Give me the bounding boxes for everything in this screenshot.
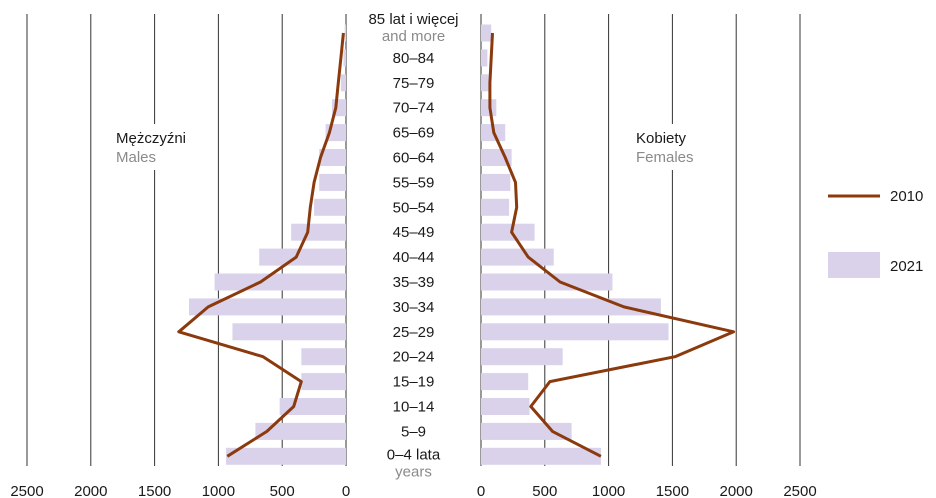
females-bar-2021 bbox=[481, 49, 488, 67]
males-bar-2021 bbox=[314, 198, 346, 216]
males-bar-2021 bbox=[291, 223, 346, 241]
males-bar-2021 bbox=[319, 149, 346, 166]
females-tick-label: 0 bbox=[477, 483, 485, 498]
age-group-label: 10–14 bbox=[393, 399, 435, 416]
legend: 2010 2021 bbox=[828, 188, 923, 278]
males-bar-2021 bbox=[343, 49, 346, 67]
males-bar-2021 bbox=[279, 398, 346, 415]
females-tick-label: 2000 bbox=[720, 483, 753, 498]
males-title: Mężczyźni bbox=[116, 130, 186, 147]
age-group-label: 75–79 bbox=[393, 75, 435, 92]
males-tick-label: 0 bbox=[342, 483, 350, 498]
females-bar-2021 bbox=[481, 323, 669, 341]
females-bar-2021 bbox=[481, 447, 601, 465]
males-panel-label: Mężczyźni Males bbox=[103, 124, 215, 170]
age-group-label: 35–39 bbox=[393, 274, 435, 291]
males-bar-2021 bbox=[301, 373, 346, 391]
males-bar-2021 bbox=[189, 298, 346, 316]
females-bar-2021 bbox=[481, 273, 613, 291]
males-bar-2021 bbox=[340, 74, 346, 92]
males-bar-2021 bbox=[259, 248, 346, 266]
males-bar-2021 bbox=[226, 447, 346, 465]
tick-labels-group: 2500 2000 1500 1000 500 0 0 500 1000 1500 2000 2500 bbox=[10, 483, 816, 498]
legend-label-2021: 2021 bbox=[890, 258, 923, 275]
males-bar-2021 bbox=[214, 273, 346, 291]
females-bar-2021 bbox=[481, 223, 535, 241]
legend-bar-swatch-2021 bbox=[828, 252, 880, 278]
age-group-label: 25–29 bbox=[393, 324, 435, 341]
females-tick-label: 1000 bbox=[592, 483, 625, 498]
males-label-background bbox=[103, 124, 215, 170]
females-label-background bbox=[624, 124, 724, 170]
age-group-label: 30–34 bbox=[393, 299, 435, 316]
females-subtitle: Females bbox=[636, 149, 694, 166]
females-tick-label: 1500 bbox=[656, 483, 689, 498]
age-group-label: 15–19 bbox=[393, 374, 435, 391]
legend-label-2010: 2010 bbox=[890, 188, 923, 205]
females-bar-2021 bbox=[481, 248, 554, 266]
lines-group bbox=[177, 32, 736, 458]
females-line-2010 bbox=[488, 32, 736, 458]
age-group-label: 0–4 lata bbox=[387, 446, 441, 463]
age-group-label: 70–74 bbox=[393, 100, 435, 117]
males-bar-2021 bbox=[319, 173, 346, 191]
females-tick-label: 2500 bbox=[783, 483, 816, 498]
males-bar-2021 bbox=[232, 323, 346, 341]
males-tick-label: 500 bbox=[270, 483, 295, 498]
age-group-label: 80–84 bbox=[393, 50, 435, 67]
females-bar-2021 bbox=[481, 74, 489, 92]
age-group-label: 50–54 bbox=[393, 199, 435, 216]
males-bar-2021 bbox=[344, 24, 346, 42]
males-subtitle: Males bbox=[116, 149, 156, 166]
males-bar-2021 bbox=[301, 348, 346, 366]
males-tick-label: 2000 bbox=[74, 483, 107, 498]
males-bar-2021 bbox=[255, 422, 346, 440]
males-tick-label: 1000 bbox=[202, 483, 235, 498]
age-group-label: 40–44 bbox=[393, 249, 435, 266]
females-bar-2021 bbox=[481, 422, 572, 440]
males-line-2010 bbox=[177, 32, 345, 458]
age-group-label: 55–59 bbox=[393, 174, 435, 191]
males-tick-label: 1500 bbox=[138, 483, 171, 498]
age-group-label: 20–24 bbox=[393, 349, 435, 366]
males-tick-label: 2500 bbox=[10, 483, 43, 498]
age-group-label: 65–69 bbox=[393, 125, 435, 142]
age-group-sublabel: and more bbox=[382, 28, 445, 45]
age-group-sublabel: years bbox=[395, 463, 432, 480]
females-bar-2021 bbox=[481, 173, 511, 191]
age-group-label: 60–64 bbox=[393, 150, 435, 167]
females-panel-label: Kobiety Females bbox=[624, 124, 724, 170]
females-bar-2021 bbox=[481, 373, 529, 391]
females-bar-2021 bbox=[481, 298, 661, 316]
age-group-label: 85 lat i więcej bbox=[368, 11, 458, 28]
females-title: Kobiety bbox=[636, 130, 687, 147]
females-bar-2021 bbox=[481, 24, 492, 42]
age-group-label: 5–9 bbox=[401, 423, 426, 440]
females-bar-2021 bbox=[481, 398, 530, 415]
females-tick-label: 500 bbox=[532, 483, 557, 498]
females-bar-2021 bbox=[481, 348, 563, 366]
age-group-label: 45–49 bbox=[393, 224, 435, 241]
females-bar-2021 bbox=[481, 198, 510, 216]
